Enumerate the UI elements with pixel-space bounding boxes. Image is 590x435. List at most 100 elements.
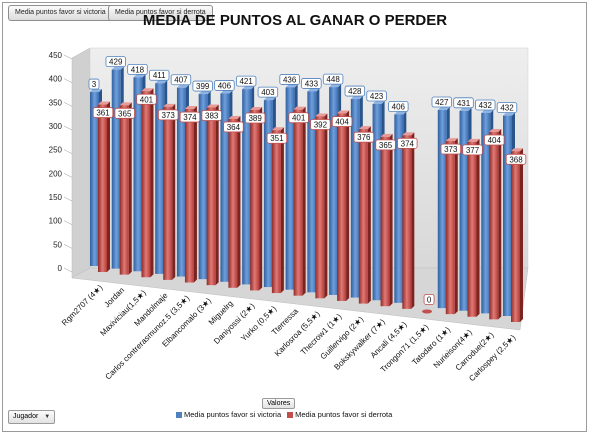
y-tick-mark: [63, 220, 73, 225]
bar-derrota: [228, 118, 238, 288]
bar-victoria-top: [176, 84, 189, 88]
data-label-victoria: 431: [457, 99, 471, 108]
bar-derrota: [163, 106, 173, 280]
bar-derrota-top: [402, 132, 415, 136]
legend-swatch-victoria: [176, 411, 182, 418]
data-label-victoria-box: [344, 85, 366, 97]
chart-legend: Media puntos favor si victoria Media pun…: [176, 410, 392, 419]
data-label-derrota: 368: [509, 155, 523, 164]
y-tick-label: 50: [53, 240, 62, 249]
data-label-derrota: 365: [118, 109, 132, 118]
bar-derrota-side: [172, 103, 176, 280]
bar-derrota: [445, 141, 455, 315]
data-label-victoria: 411: [153, 71, 166, 80]
data-label-victoria-box: [170, 74, 192, 86]
data-label-derrota-box: [266, 132, 288, 144]
bar-victoria-top: [198, 91, 211, 95]
data-label-victoria-box: [366, 90, 387, 102]
bar-victoria-top: [394, 111, 407, 115]
y-tick-label: 0: [58, 264, 63, 273]
bar-victoria: [437, 110, 447, 309]
data-label-victoria-box: [149, 69, 170, 81]
jugador-filter-dropdown[interactable]: Jugador ▼: [8, 410, 56, 424]
legend-item-victoria: Media puntos favor si victoria: [176, 410, 281, 419]
data-label-derrota-box: [397, 137, 418, 149]
data-label-victoria-box: [496, 102, 518, 114]
bar-derrota-side: [520, 148, 523, 322]
bar-derrota-side: [128, 102, 132, 275]
y-tick-label: 400: [49, 75, 63, 84]
bar-victoria: [372, 103, 382, 301]
data-label-derrota-box: [462, 144, 483, 156]
bar-derrota: [337, 113, 347, 301]
bar-derrota: [467, 141, 477, 317]
bar-derrota-top: [511, 148, 523, 152]
data-label-derrota-box: [223, 121, 244, 133]
bar-victoria-top: [329, 84, 342, 88]
bar-derrota: [380, 136, 390, 307]
bar-victoria: [285, 87, 295, 290]
data-label-derrota-box: [244, 112, 266, 124]
field-button-derrota[interactable]: Media puntos favor si derrota: [108, 5, 213, 21]
y-tick-mark: [63, 125, 73, 131]
bar-victoria-top: [285, 84, 298, 88]
bar-derrota-side: [476, 138, 480, 317]
bar-derrota-top: [337, 110, 350, 114]
bar-victoria: [198, 94, 208, 280]
data-label-victoria: 429: [109, 58, 123, 67]
data-label-victoria: 427: [435, 98, 449, 107]
bar-derrota-side: [107, 101, 110, 273]
data-label-victoria-box: [431, 96, 452, 108]
y-tick-mark: [63, 173, 73, 178]
bar-victoria-top: [155, 80, 168, 84]
data-label-derrota: 376: [357, 133, 371, 142]
data-label-derrota: 373: [162, 111, 176, 120]
bar-derrota: [271, 130, 281, 294]
bar-derrota-side: [280, 127, 284, 294]
data-label-derrota: 377: [466, 146, 480, 155]
y-tick-mark: [63, 102, 73, 107]
chevron-down-icon: ▼: [44, 414, 51, 420]
bar-derrota-top: [271, 127, 284, 131]
bar-derrota-side: [498, 128, 502, 320]
bar-derrota: [511, 151, 520, 322]
side-wall: [71, 47, 91, 279]
data-label-derrota: 404: [488, 136, 502, 145]
bar-derrota-top: [98, 101, 110, 105]
bar-derrota-side: [302, 106, 306, 296]
data-label-derrota: 0: [427, 295, 432, 304]
data-label-victoria: 448: [326, 75, 340, 84]
data-label-derrota-box: [179, 111, 201, 123]
bar-victoria-top: [372, 100, 385, 104]
data-label-derrota: 364: [227, 123, 241, 132]
bar-victoria: [307, 91, 317, 293]
bar-victoria-top: [437, 107, 450, 111]
bar-derrota-top: [489, 128, 502, 132]
data-label-victoria: 399: [196, 82, 210, 91]
bar-derrota: [358, 129, 368, 304]
data-label-victoria-box: [388, 101, 409, 112]
y-tick-label: 150: [49, 193, 63, 202]
bar-victoria: [503, 115, 512, 317]
bar-derrota-top: [163, 103, 176, 107]
data-label-victoria-box: [88, 78, 100, 90]
values-field-button[interactable]: Valores: [262, 398, 296, 409]
bar-victoria-top: [307, 88, 320, 92]
bar-derrota: [402, 135, 412, 309]
data-label-derrota: 374: [183, 113, 197, 122]
data-label-victoria: 406: [392, 103, 406, 112]
bar-derrota: [141, 91, 151, 278]
data-label-victoria-box: [192, 80, 213, 92]
bar-derrota-top: [206, 104, 219, 108]
data-label-victoria-box: [301, 78, 322, 89]
bar-victoria-top: [242, 86, 255, 90]
data-label-derrota-box: [158, 109, 179, 121]
y-tick-mark: [63, 54, 73, 60]
bar-derrota-side: [193, 106, 197, 283]
data-label-victoria-box: [235, 75, 257, 87]
y-tick-label: 350: [49, 98, 63, 107]
x-tick-label: Rgm2707 (4★): [60, 283, 105, 328]
data-label-derrota: 401: [292, 114, 306, 123]
bar-derrota: [119, 105, 129, 275]
